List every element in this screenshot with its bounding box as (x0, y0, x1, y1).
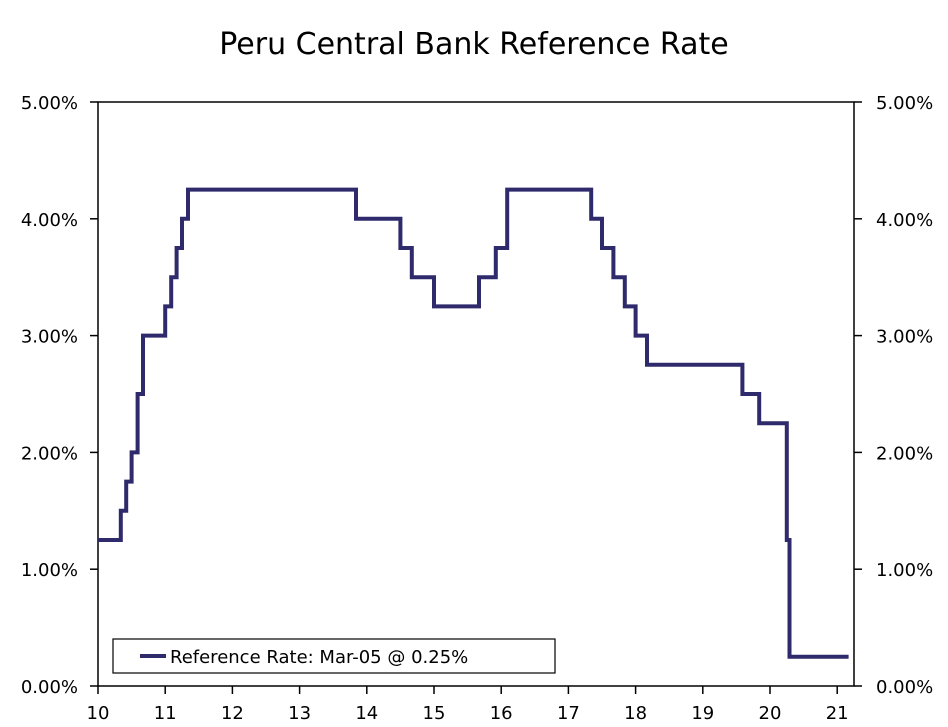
y-tick-label-right: 3.00% (876, 327, 933, 348)
x-tick-label: 21 (826, 703, 849, 724)
chart-title: Peru Central Bank Reference Rate (219, 27, 728, 62)
series-line-0 (98, 187, 849, 659)
y-tick-label-left: 5.00% (21, 93, 78, 114)
y-tick-label-right: 1.00% (876, 560, 933, 581)
legend: Reference Rate: Mar-05 @ 0.25% (112, 638, 556, 674)
y-tick-label-left: 2.00% (21, 443, 78, 464)
legend-box (112, 638, 556, 674)
axes: 0.00% 0.00% 1.00% 1.00% 2.00% 2.00% 3.00% 3.00%… (21, 93, 933, 724)
y-tick-label-right: 0.00% (876, 677, 933, 698)
x-tick-label: 10 (87, 703, 110, 724)
plot-area (97, 101, 855, 687)
x-tick-label: 11 (154, 703, 177, 724)
x-tick-label: 18 (624, 703, 647, 724)
legend-label: Reference Rate: Mar-05 @ 0.25% (170, 647, 468, 668)
y-tick-label-right: 4.00% (876, 210, 933, 231)
y-tick-label-left: 4.00% (21, 210, 78, 231)
y-tick-label-left: 3.00% (21, 327, 78, 348)
x-tick-label: 16 (490, 703, 513, 724)
x-tick-label: 19 (691, 703, 714, 724)
y-tick-label-left: 1.00% (21, 560, 78, 581)
x-tick-label: 15 (423, 703, 446, 724)
x-tick-label: 13 (288, 703, 311, 724)
y-tick-label-left: 0.00% (21, 677, 78, 698)
x-tick-label: 12 (221, 703, 244, 724)
y-tick-label-right: 5.00% (876, 93, 933, 114)
y-tick-label-right: 2.00% (876, 443, 933, 464)
x-tick-label: 17 (557, 703, 580, 724)
x-tick-label: 14 (355, 703, 378, 724)
series-layer (98, 187, 849, 659)
x-tick-label: 20 (759, 703, 782, 724)
